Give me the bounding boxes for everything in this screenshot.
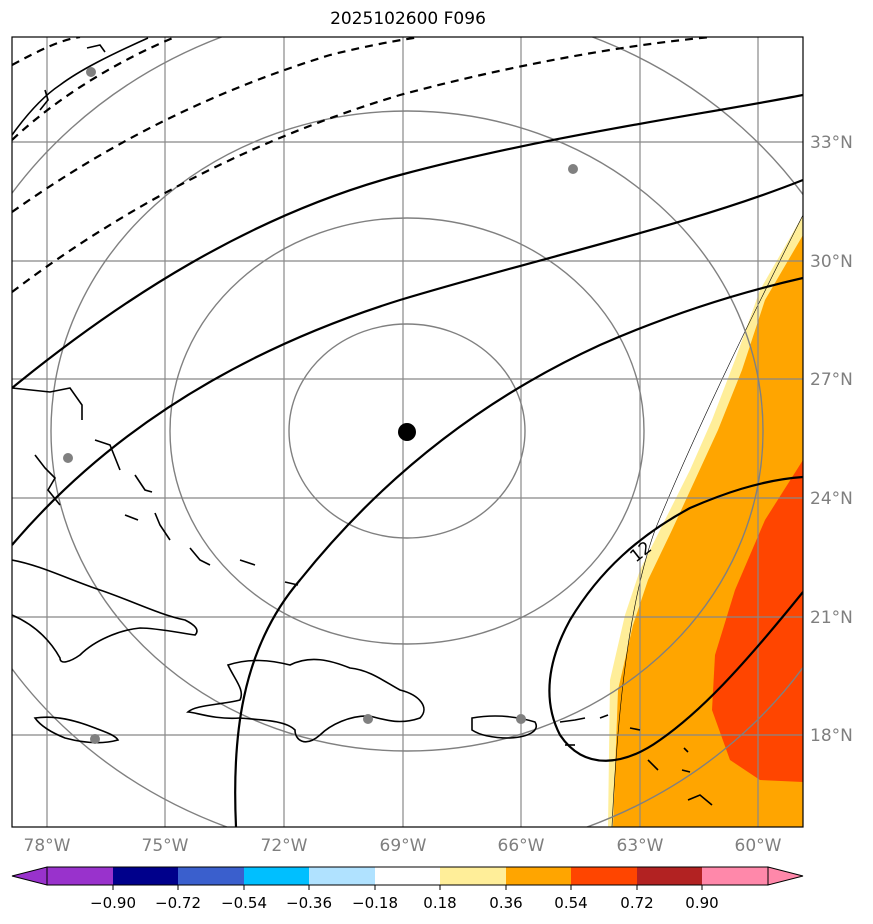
colorbar-swatch — [440, 867, 506, 885]
dashed-contours — [12, 37, 713, 293]
colorbar-tick-label: 0.90 — [685, 894, 718, 912]
lon-label: 78°W — [24, 836, 71, 856]
colorbar-tick-label: 0.54 — [554, 894, 587, 912]
city-markers — [63, 67, 578, 744]
graticule — [12, 37, 803, 827]
colorbar-tick-label: 0.18 — [423, 894, 456, 912]
lat-label: 33°N — [810, 133, 853, 153]
colorbar-swatch — [178, 867, 244, 885]
colorbar-tick-label: −0.54 — [221, 894, 267, 912]
colorbar-swatch — [637, 867, 702, 885]
colorbar-swatch — [113, 867, 178, 885]
lon-label: 63°W — [617, 836, 664, 856]
lat-label: 18°N — [810, 726, 853, 746]
lon-label: 69°W — [380, 836, 427, 856]
solid-contours — [12, 93, 803, 827]
colorbar-swatch — [309, 867, 375, 885]
colorbar-extend-low — [11, 866, 48, 886]
colorbar-swatch — [506, 867, 571, 885]
range-rings — [12, 37, 803, 827]
lon-label: 72°W — [261, 836, 308, 856]
colorbar-swatch — [571, 867, 637, 885]
coastlines — [12, 37, 713, 806]
colorbar-tick-label: 0.36 — [489, 894, 522, 912]
colorbar-tick-label: −0.36 — [286, 894, 332, 912]
lat-label: 27°N — [810, 370, 853, 390]
map-frame — [11, 36, 804, 828]
colorbar-extend-high — [767, 866, 804, 886]
lon-label: 66°W — [498, 836, 545, 856]
colorbar-tick-label: −0.90 — [90, 894, 136, 912]
lat-labels: 33°N 30°N 27°N 24°N 21°N 18°N — [810, 133, 853, 746]
map-title: 2025102600 F096 — [330, 9, 486, 29]
lat-label: 24°N — [810, 489, 853, 509]
colorbar: −0.90 −0.72 −0.54 −0.36 −0.18 0.18 0.36 … — [11, 866, 804, 912]
lat-label: 21°N — [810, 608, 853, 628]
colorbar-swatch — [47, 867, 113, 885]
lon-label: 60°W — [735, 836, 782, 856]
colorbar-tick-label: −0.18 — [352, 894, 398, 912]
lon-label: 75°W — [142, 836, 189, 856]
colorbar-tick-label: 0.72 — [620, 894, 653, 912]
colorbar-swatch — [244, 867, 309, 885]
lon-labels: 78°W 75°W 72°W 69°W 66°W 63°W 60°W — [24, 836, 782, 856]
colorbar-tick-label: −0.72 — [155, 894, 201, 912]
lat-label: 30°N — [810, 252, 853, 272]
colorbar-swatch — [702, 867, 768, 885]
colorbar-swatch — [375, 867, 440, 885]
storm-center-marker — [398, 423, 416, 441]
